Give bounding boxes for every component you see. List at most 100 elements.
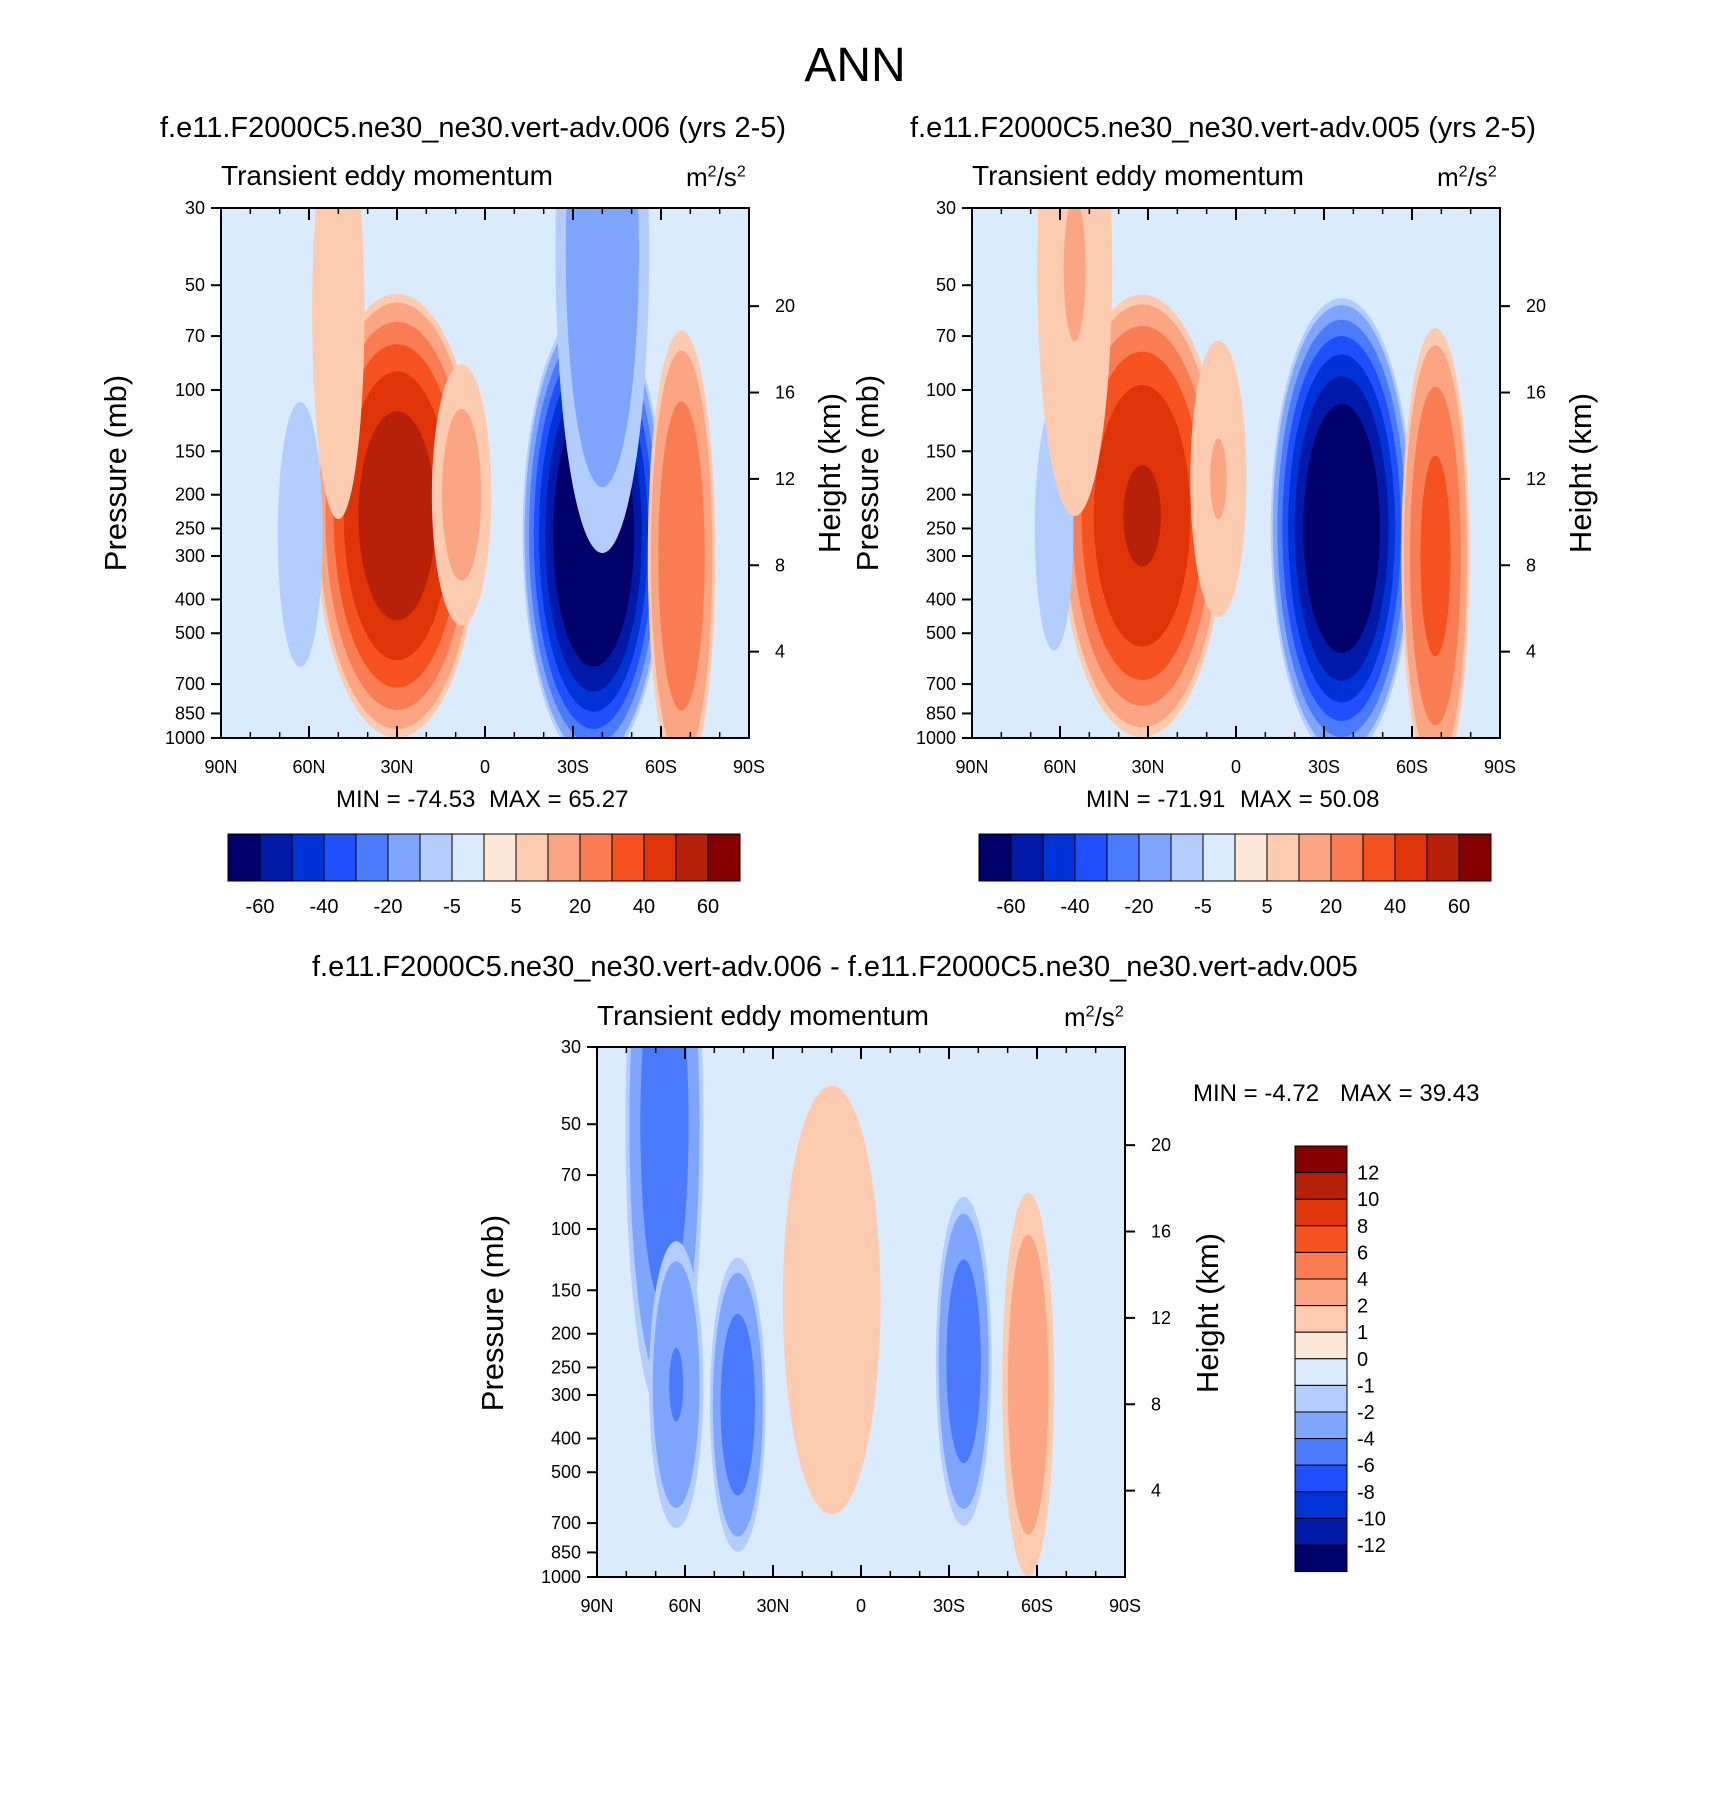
- colorbar-3-label: -2: [1357, 1402, 1375, 1424]
- panel-2-xtick-label: 30S: [1308, 757, 1340, 777]
- colorbar-3-box: [1294, 1198, 1348, 1227]
- panel-2-ytick-label: 50: [936, 275, 956, 295]
- colorbar-3-label: 10: [1357, 1189, 1379, 1211]
- figure-title: ANN: [804, 39, 906, 92]
- colorbar-3-label: 8: [1357, 1216, 1368, 1238]
- colorbar-2-label: 40: [1384, 896, 1406, 918]
- panel-3-xtick-label: 30N: [756, 1596, 789, 1616]
- colorbar-2-box: [1458, 833, 1492, 882]
- panel-1-title: f.e11.F2000C5.ne30_ne30.vert-adv.006 (yr…: [160, 112, 787, 144]
- colorbar-2-box: [1330, 833, 1364, 882]
- panel-2-ytick-label: 30: [936, 198, 956, 218]
- colorbar-1-box: [515, 833, 549, 882]
- colorbar-3-label: 1: [1357, 1322, 1368, 1344]
- colorbar-3-box: [1294, 1358, 1348, 1386]
- panel-2-contour-5-0: [1037, 208, 1113, 517]
- panel-3-height-label: Height (km): [1190, 1232, 1225, 1394]
- panel-2-y2tick-label: 16: [1526, 383, 1546, 403]
- panel-3-ytick-label: 30: [561, 1037, 581, 1057]
- colorbar-1-box: [323, 833, 357, 882]
- panel-1-subtitle: Transient eddy momentum: [221, 160, 553, 191]
- colorbar-2-box: [1138, 833, 1172, 882]
- panel-2-ytick-label: 850: [926, 703, 956, 723]
- panel-2-xtick-label: 0: [1231, 757, 1241, 777]
- panel-1-ytick-label: 400: [175, 590, 205, 610]
- panel-1-contour-5-0: [312, 208, 365, 520]
- colorbar-1-box: [707, 833, 741, 882]
- colorbar-3-label: -4: [1357, 1429, 1375, 1451]
- panel-1-y2tick-label: 16: [775, 383, 795, 403]
- colorbar-3-box: [1294, 1464, 1348, 1493]
- colorbar-3-label: -10: [1357, 1508, 1386, 1530]
- panel-3-ytick-label: 400: [551, 1429, 581, 1449]
- panel-1-xtick-label: 30N: [380, 757, 413, 777]
- colorbar-1-label: 60: [697, 896, 719, 918]
- panel-3-y2tick-label: 4: [1151, 1481, 1161, 1501]
- colorbar-2-box: [1170, 833, 1204, 882]
- panel-3-contour-4-1: [1007, 1234, 1049, 1535]
- panel-1-field: [221, 208, 749, 738]
- panel-2-contour-5-1: [1063, 208, 1086, 342]
- panel-3-xtick-label: 0: [856, 1596, 866, 1616]
- panel-1-contour-6-1: [565, 208, 639, 488]
- panel-3-ytick-label: 850: [551, 1542, 581, 1562]
- panel-1-ytick-label: 150: [175, 441, 205, 461]
- panel-2-height-label: Height (km): [1563, 392, 1598, 554]
- panel-2-subtitle: Transient eddy momentum: [972, 160, 1304, 191]
- colorbar-3-label: 2: [1357, 1296, 1368, 1318]
- colorbar-3-label: 4: [1357, 1269, 1368, 1291]
- panel-1-ytick-label: 250: [175, 518, 205, 538]
- colorbar-3-box: [1294, 1331, 1348, 1360]
- colorbar-2-box: [1042, 833, 1076, 882]
- panel-1-ytick-label: 50: [185, 275, 205, 295]
- panel-1-xtick-label: 60S: [645, 757, 677, 777]
- colorbar-2-label: -40: [1061, 896, 1090, 918]
- colorbar-3-box: [1294, 1438, 1348, 1466]
- colorbar-2-box: [1010, 833, 1044, 882]
- panel-2-units: m2/s2: [1437, 162, 1497, 192]
- panel-1-xtick-label: 90S: [733, 757, 765, 777]
- panel-2-title: f.e11.F2000C5.ne30_ne30.vert-adv.005 (yr…: [910, 112, 1537, 144]
- panel-3-contour-1-2: [669, 1347, 684, 1422]
- colorbar-1-box: [259, 833, 293, 882]
- colorbar-2-label: -60: [997, 896, 1026, 918]
- colorbar-3-box: [1294, 1172, 1348, 1200]
- panel-2-ytick-label: 400: [926, 590, 956, 610]
- colorbar-1-box: [451, 833, 485, 882]
- panel-1-y2tick-label: 4: [775, 642, 785, 662]
- colorbar-2-box: [1298, 833, 1332, 882]
- panel-3-ytick-label: 300: [551, 1385, 581, 1405]
- panel-1-contour-0-5: [358, 411, 436, 621]
- colorbar-1-box: [643, 833, 677, 882]
- colorbar-2-box: [1426, 833, 1460, 882]
- colorbar-2-label: -5: [1194, 896, 1212, 918]
- panel-1-xtick-label: 30S: [557, 757, 589, 777]
- panel-2-min-label: MIN = -71.91: [1086, 786, 1226, 813]
- colorbar-3-box: [1294, 1305, 1348, 1333]
- colorbar-3-box: [1294, 1411, 1348, 1440]
- panel-1-contour-1-1: [441, 408, 482, 581]
- colorbar-3-label: -8: [1357, 1482, 1375, 1504]
- colorbar-1-box: [483, 833, 517, 882]
- colorbar-1-box: [579, 833, 613, 882]
- panel-3-y2tick-label: 16: [1151, 1222, 1171, 1242]
- colorbar-1-label: -60: [246, 896, 275, 918]
- panel-2-contour-1-6: [1303, 403, 1380, 653]
- panel-3-ytick-label: 50: [561, 1114, 581, 1134]
- panel-2-contour-4-1: [1210, 438, 1227, 520]
- colorbar-1-label: -5: [443, 896, 461, 918]
- panel-1-max-label: MAX = 65.27: [489, 786, 629, 813]
- panel-3-ytick-label: 150: [551, 1280, 581, 1300]
- colorbar-1-box: [387, 833, 421, 882]
- colorbar-3-label: 6: [1357, 1242, 1368, 1264]
- panel-2-xtick-label: 90S: [1484, 757, 1516, 777]
- panel-2-y2tick-label: 20: [1526, 296, 1546, 316]
- colorbar-3-box: [1294, 1544, 1348, 1573]
- panel-2-ytick-label: 300: [926, 546, 956, 566]
- panel-1-ytick-label: 100: [175, 380, 205, 400]
- panel-2-xtick-label: 30N: [1131, 757, 1164, 777]
- panel-2-pressure-label: Pressure (mb): [850, 374, 885, 572]
- panel-2-max-label: MAX = 50.08: [1240, 786, 1380, 813]
- colorbar-1-label: 20: [569, 896, 591, 918]
- panel-3-ytick-label: 250: [551, 1357, 581, 1377]
